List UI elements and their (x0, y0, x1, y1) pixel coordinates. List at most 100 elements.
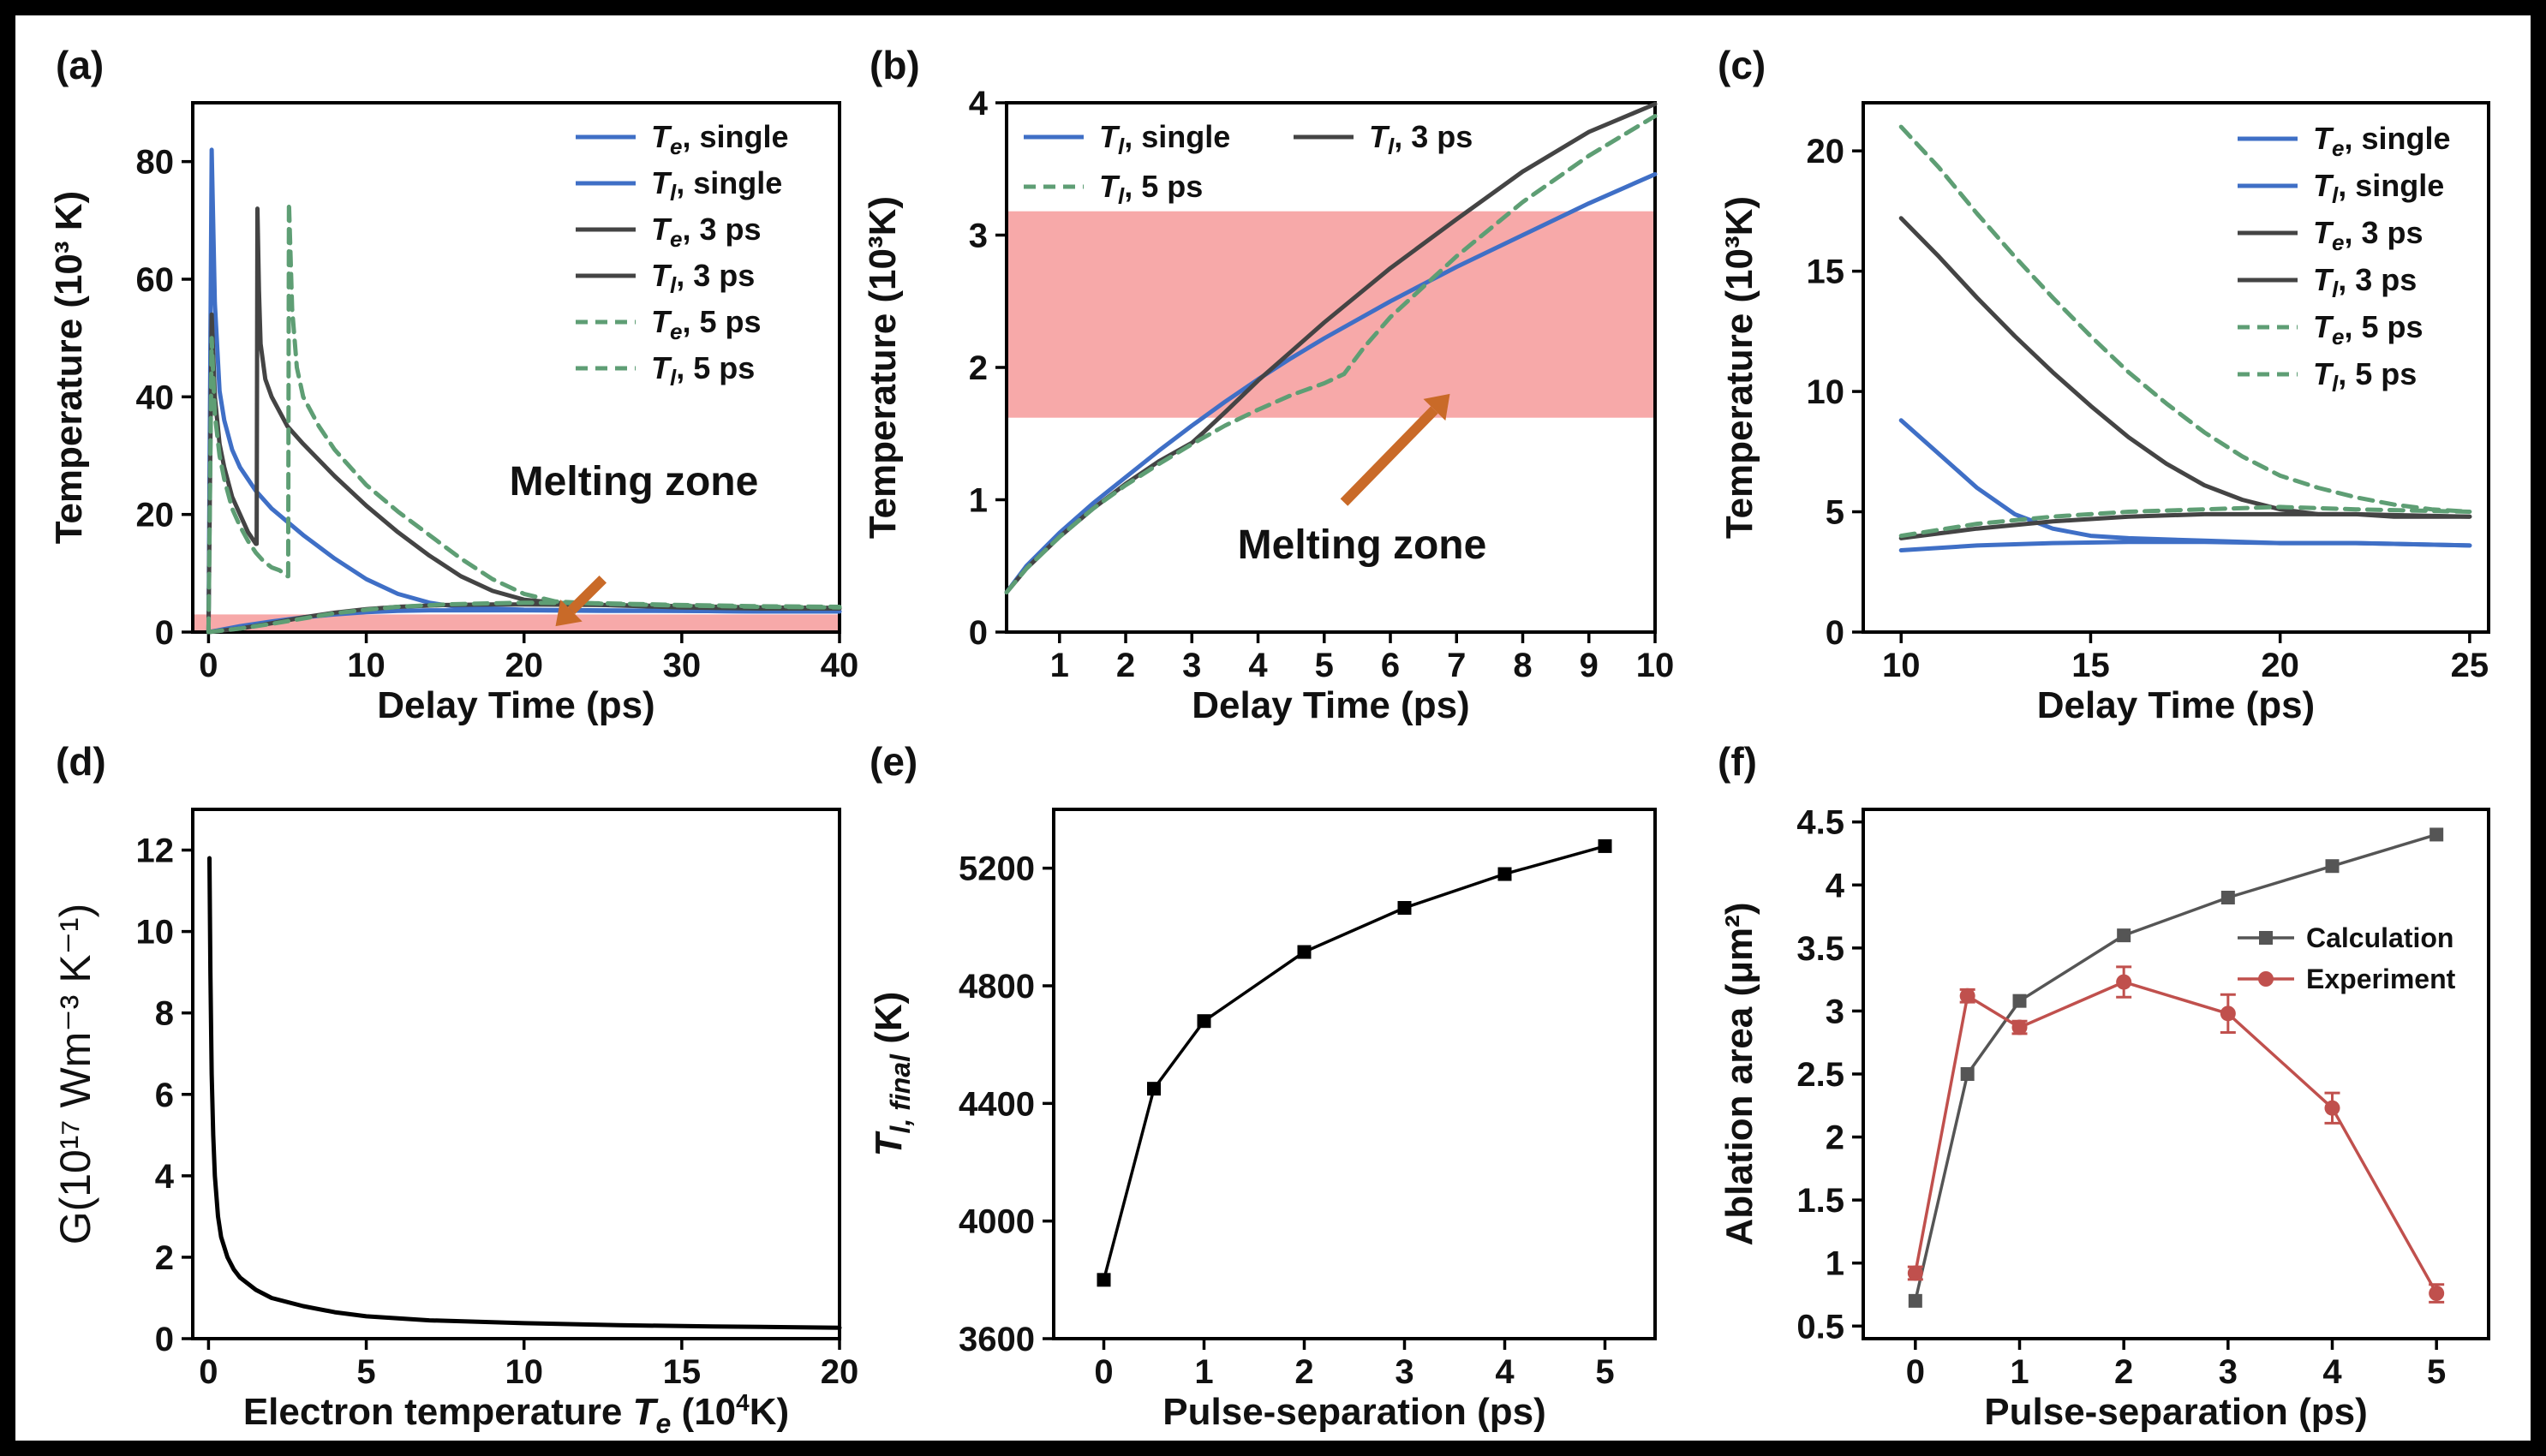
data-point (1397, 901, 1412, 916)
legend-sub: l (670, 180, 677, 206)
y-tick-label: 15 (1807, 254, 1845, 291)
legend-rest: , 5 ps (682, 304, 761, 339)
y-axis-label: Temperature (10³ K) (48, 191, 90, 544)
data-point (1908, 1293, 1922, 1308)
y-tick-label: 1 (969, 482, 988, 520)
data-point (1497, 867, 1512, 881)
legend-sub: e (2332, 324, 2344, 349)
legend-sub: l (1118, 134, 1125, 159)
x-tick-label: 4 (2322, 1353, 2342, 1391)
plot-area-frame (191, 808, 841, 1340)
legend-symbol: T (651, 165, 672, 200)
x-label-text: Electron temperature (243, 1391, 633, 1433)
x-tick-label: 10 (1636, 647, 1675, 684)
x-tick-label: 2 (1116, 647, 1135, 684)
y-label-symbol: T (868, 1131, 910, 1156)
data-point (2220, 891, 2235, 904)
legend-sub: l (670, 365, 677, 391)
x-tick-label: 5 (1315, 647, 1334, 684)
x-tick-label: 10 (1882, 647, 1921, 684)
melting-zone-band (193, 614, 840, 632)
panel-d: (d) 0 5 10 15 20 0 2 4 6 8 10 12 Electron temperature… (51, 739, 858, 1439)
x-tick-label: 0 (199, 647, 218, 684)
y-tick-label: 2.5 (1796, 1056, 1844, 1094)
plot-area-frame (191, 101, 841, 634)
x-tick-label: 5 (2427, 1353, 2446, 1391)
series-line (206, 206, 842, 635)
legend-symbol: T (651, 212, 672, 247)
y-axis-label: G(10¹⁷ Wm⁻³ K⁻¹) (51, 904, 99, 1245)
legend-sub: l (2332, 371, 2339, 397)
arrow-head (555, 600, 583, 627)
x-label-unit: (10 (671, 1391, 736, 1433)
x-tick-label: 1 (2010, 1353, 2029, 1391)
melting-zone-label: Melting zone (510, 459, 759, 504)
x-tick-label: 25 (2451, 647, 2489, 684)
x-label-symbol: T (633, 1391, 659, 1433)
legend-symbol: T (1369, 119, 1390, 154)
y-tick-label: 20 (1807, 133, 1845, 170)
x-tick-label: 8 (1513, 647, 1532, 684)
legend-f: Calculation Experiment (2238, 922, 2456, 994)
legend-symbol: T (651, 350, 672, 385)
y-tick-label: 12 (136, 832, 175, 870)
legend-label: Te, 5 ps (651, 304, 762, 344)
y-axis-label: Temperature (10³K) (862, 196, 904, 539)
y-tick-label: 5200 (959, 850, 1035, 888)
series-line (1898, 124, 2472, 514)
series-line (1898, 540, 2472, 552)
series-line (206, 600, 842, 635)
data-point (2011, 1019, 2028, 1035)
x-axis-label: Delay Time (ps) (1192, 684, 1469, 726)
data-point (2429, 827, 2444, 842)
x-tick-label: 2 (1294, 1353, 1313, 1391)
y-tick-label: 80 (136, 144, 175, 182)
legend-sub: l (1388, 134, 1395, 159)
legend-label: Tl, 3 ps (1369, 119, 1473, 159)
series-line (1004, 171, 1658, 595)
data-point (2220, 1005, 2236, 1022)
series-line (206, 608, 842, 635)
legend-symbol: T (2313, 356, 2334, 391)
y-tick-label: 3 (969, 218, 988, 255)
y-tick-label: 4000 (959, 1203, 1035, 1241)
data-point (2325, 859, 2340, 874)
y-tick-label: 4 (155, 1158, 175, 1196)
series-line (1004, 102, 1658, 595)
x-tick-label: 30 (663, 647, 702, 684)
x-tick-label: 20 (821, 1353, 859, 1391)
legend-rest: , 3 ps (676, 258, 755, 293)
data-point (1297, 945, 1312, 959)
x-axis-label: Electron temperature Te (104K) (243, 1389, 789, 1439)
x-tick-label: 9 (1580, 647, 1599, 684)
data-point (1907, 1265, 1923, 1281)
y-tick-label: 4 (969, 85, 989, 122)
x-tick-label: 1 (1050, 647, 1069, 684)
y-tick-label: 0 (1826, 614, 1844, 652)
legend-label: Te, single (2313, 121, 2451, 161)
legend-label: Tl, 5 ps (651, 350, 755, 391)
y-axis-label: Tl, final (K) (868, 992, 916, 1157)
panel-a: (a) 0 10 20 30 40 0 20 40 60 80 Delay Time (ps) Temp… (48, 43, 858, 726)
legend-symbol: T (651, 258, 672, 293)
y-tick-label: 3 (1826, 993, 1844, 1030)
legend-symbol: T (1099, 169, 1121, 204)
legend-label: Calculation (2306, 922, 2453, 953)
legend-sub: e (670, 319, 682, 344)
x-tick-label: 10 (347, 647, 385, 684)
y-tick-label: 2 (155, 1239, 174, 1277)
y-tick-label: 2 (969, 349, 988, 387)
melting-zone-label: Melting zone (1238, 522, 1487, 568)
legend-sub: e (2332, 135, 2344, 161)
y-tick-label: 1.5 (1796, 1182, 1844, 1220)
data-point (2012, 994, 2027, 1008)
legend-label: Tl, 3 ps (651, 258, 755, 298)
legend-label: Tl, single (651, 165, 782, 206)
y-tick-label: 0 (155, 1321, 174, 1358)
x-label-unit-end: K) (750, 1391, 789, 1433)
